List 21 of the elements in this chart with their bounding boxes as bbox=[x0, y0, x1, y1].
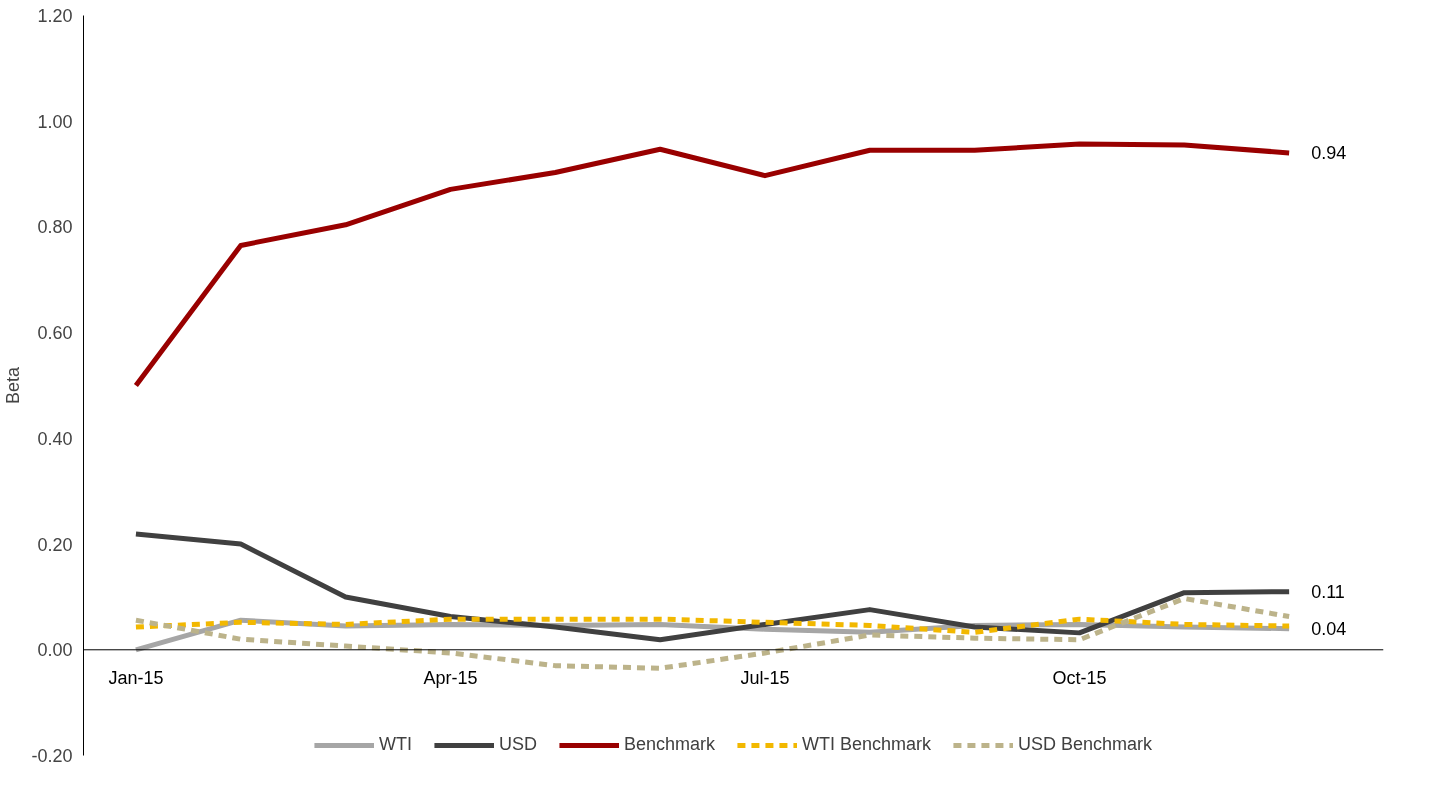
x-tick-label: Apr-15 bbox=[423, 667, 478, 688]
y-tick-label: 0.20 bbox=[37, 534, 73, 555]
y-tick-label: 0.80 bbox=[37, 217, 73, 238]
y-tick-label: 0.60 bbox=[37, 323, 73, 344]
y-tick-label: 0.40 bbox=[37, 428, 73, 449]
y-tick-label: 1.00 bbox=[37, 111, 73, 132]
y-axis-title: Beta bbox=[3, 366, 24, 405]
y-tick-label: 1.20 bbox=[37, 6, 73, 26]
legend-label: Benchmark bbox=[623, 734, 715, 755]
data-label: 0.11 bbox=[1311, 582, 1345, 603]
x-tick-label: Jul-15 bbox=[740, 667, 790, 688]
legend-label: WTI bbox=[378, 734, 412, 755]
x-tick-label: Jan-15 bbox=[108, 667, 164, 688]
x-tick-label: Oct-15 bbox=[1052, 667, 1107, 688]
y-tick-label: -0.20 bbox=[31, 746, 73, 766]
legend-label: USD Benchmark bbox=[1018, 734, 1153, 755]
y-tick-label: 0.00 bbox=[37, 640, 73, 661]
legend-label: USD bbox=[498, 734, 537, 755]
data-label: 0.04 bbox=[1311, 619, 1347, 640]
data-label: 0.94 bbox=[1311, 143, 1347, 164]
legend-label: WTI Benchmark bbox=[801, 734, 932, 755]
